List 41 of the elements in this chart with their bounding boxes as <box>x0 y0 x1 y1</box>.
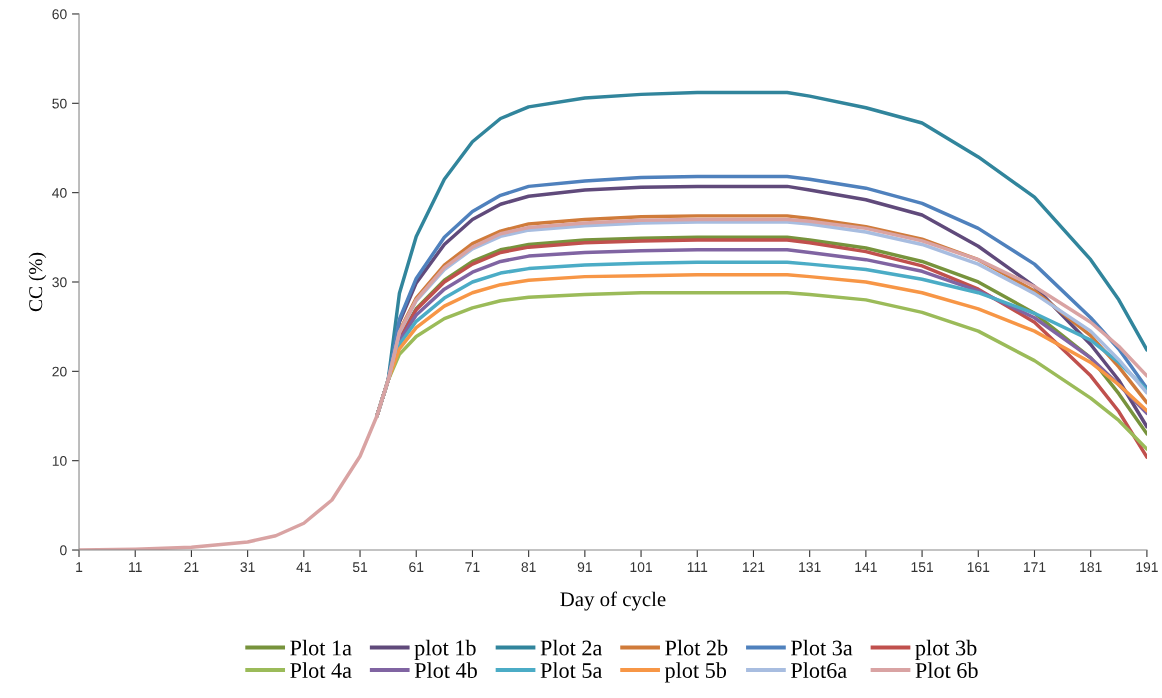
x-tick-label: 21 <box>184 562 199 572</box>
x-tick-label: 71 <box>465 562 480 572</box>
x-tick-label: 141 <box>855 562 877 572</box>
y-tick-label: 50 <box>52 98 67 109</box>
x-tick-label: 1 <box>76 562 83 572</box>
x-tick-label: 121 <box>742 562 765 572</box>
legend-label: Plot 1a <box>290 639 352 656</box>
x-tick-label: 161 <box>967 562 990 573</box>
x-tick-label: 91 <box>577 562 592 573</box>
x-tick-label: 31 <box>240 562 255 573</box>
x-tick-label: 81 <box>521 562 536 573</box>
legend-label: Plot 4a <box>290 662 352 678</box>
legend-label: Plot 6b <box>915 662 978 678</box>
y-tick-label: 60 <box>52 9 67 20</box>
x-tick-label: 181 <box>1080 562 1102 573</box>
y-tick-label: 30 <box>52 277 67 288</box>
legend-label: Plot 3a <box>791 639 853 656</box>
x-tick-label: 61 <box>409 562 424 573</box>
x-tick-label: 171 <box>1023 562 1046 572</box>
x-tick-label: 151 <box>911 562 933 573</box>
legend-label: Plot6a <box>791 662 847 678</box>
legend-label: Plot 2a <box>540 639 603 656</box>
x-tick-label: 111 <box>687 562 708 572</box>
legend-label: plot 5b <box>664 662 727 683</box>
y-tick-label: 20 <box>52 366 67 377</box>
x-tick-label: 101 <box>630 562 652 573</box>
x-tick-label: 41 <box>296 562 311 572</box>
x-axis-title: Day of cycle <box>560 591 666 611</box>
legend-label: Plot 5a <box>540 662 603 678</box>
y-tick-label: 0 <box>60 545 67 556</box>
legend-label: Plot 2b <box>665 639 728 656</box>
y-tick-label: 40 <box>52 187 67 198</box>
x-tick-label: 11 <box>129 562 142 572</box>
y-tick-label: 10 <box>52 456 67 466</box>
y-axis-title: CC (%) <box>28 252 47 312</box>
x-tick-label: 191 <box>1136 562 1158 573</box>
legend-label: Plot 4b <box>414 662 477 678</box>
x-tick-label: 51 <box>352 562 368 573</box>
x-tick-label: 131 <box>799 562 821 573</box>
legend-label: plot 3b <box>915 639 977 660</box>
legend-label: plot 1b <box>414 639 476 660</box>
